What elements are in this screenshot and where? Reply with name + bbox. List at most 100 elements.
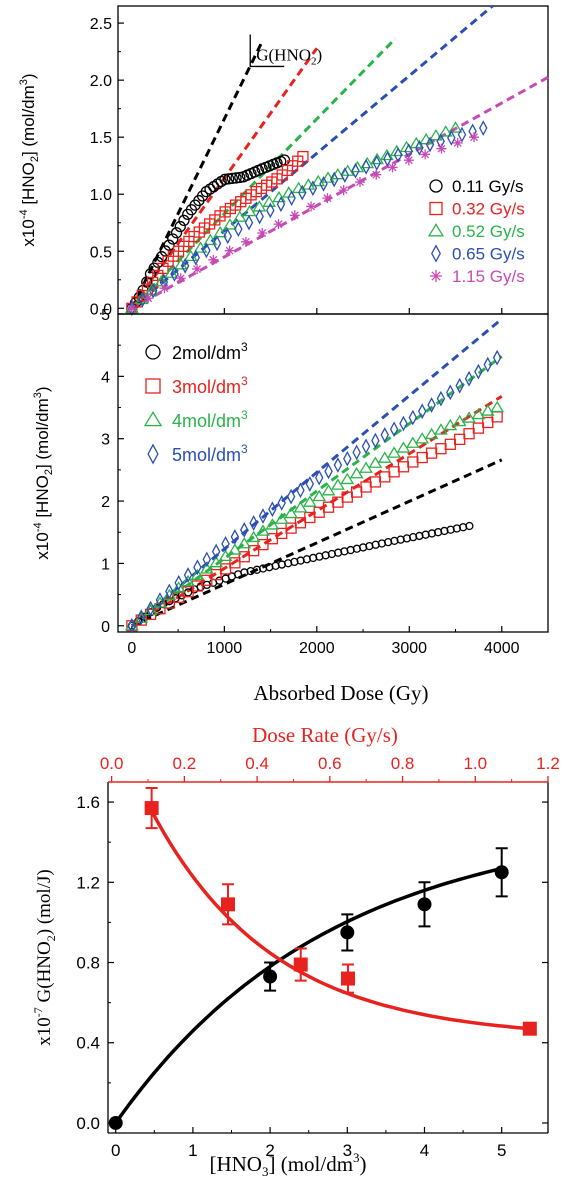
data-point [408, 409, 418, 426]
data-point [219, 563, 232, 575]
x-tick-label: 3000 [391, 640, 427, 657]
data-point [321, 171, 335, 183]
data-point [370, 152, 384, 165]
data-point [371, 432, 380, 449]
data-point [202, 551, 212, 568]
data-point [143, 293, 154, 304]
data-point [229, 557, 241, 569]
data-point [425, 136, 435, 153]
fit-line [130, 42, 263, 309]
y-tick-label: 2.0 [90, 73, 112, 90]
data-point [379, 148, 394, 161]
label-part: -4 [32, 522, 44, 532]
data-point [163, 239, 175, 251]
data-point [274, 512, 289, 524]
data-point [227, 543, 242, 555]
y-tick-label: 0.0 [76, 1114, 100, 1133]
data-point [399, 415, 408, 432]
data-point [247, 545, 260, 557]
data-point [234, 171, 246, 184]
data-point [333, 457, 343, 473]
label-part: ] (mol/dm [268, 1152, 353, 1176]
data-point [361, 438, 371, 455]
y-tick-label: 1.6 [76, 793, 100, 812]
x-axis-label: Absorbed Dose (Gy) [254, 681, 429, 705]
data-point [257, 227, 268, 238]
y-tick-label: 0.0 [90, 301, 112, 318]
series-points [126, 150, 309, 314]
data-point [148, 282, 158, 299]
data-point [266, 202, 275, 219]
data-point [174, 258, 188, 270]
data-point [491, 411, 503, 423]
data-point [393, 147, 403, 163]
data-point [424, 427, 439, 440]
legend-label: 1.15 Gy/s [452, 267, 525, 286]
series-points [108, 847, 509, 1130]
data-point [420, 149, 431, 160]
top-x-axis-label: Dose Rate (Gy/s) [252, 723, 398, 747]
data-point [416, 451, 428, 464]
data-point [351, 162, 360, 179]
y-tick-label: 0 [101, 619, 110, 636]
data-point [457, 126, 467, 143]
label-part: [HNO [33, 475, 52, 522]
label-part: 2mol/dm [172, 343, 241, 363]
x-tick-label: 1 [188, 1141, 197, 1160]
top-x-tick-label: 0.4 [245, 754, 269, 773]
data-point [170, 266, 179, 282]
y-tick-label: 5 [101, 307, 110, 324]
data-point [159, 283, 170, 294]
legend-label: 0.32 Gy/s [452, 200, 525, 219]
data-point [454, 433, 466, 445]
data-point [436, 143, 447, 154]
series-points [126, 132, 480, 314]
data-point [443, 418, 458, 431]
data-point [352, 444, 361, 461]
data-point [425, 447, 438, 459]
fit-curve [114, 865, 506, 1125]
y-tick-label: 0.4 [76, 1034, 100, 1053]
data-point [354, 177, 365, 188]
data-point [174, 220, 186, 233]
y-tick-label: 0.8 [76, 954, 100, 973]
data-point [474, 363, 483, 380]
data-point [171, 581, 186, 593]
data-point [201, 574, 213, 586]
x-tick-label: 0 [111, 1141, 120, 1160]
data-point [464, 370, 474, 387]
data-point [268, 501, 277, 518]
y-tick-label: 1.2 [76, 873, 100, 892]
data-point [249, 515, 258, 531]
data-point [435, 443, 447, 455]
data-point [331, 478, 345, 490]
data-point [407, 456, 419, 468]
label-part: 3 [32, 392, 44, 398]
data-point [312, 489, 327, 502]
data-point [308, 180, 318, 197]
data-point [165, 583, 174, 600]
legend-label: 2mol/dm3 [172, 340, 248, 363]
top-x-tick-label: 0.2 [173, 754, 197, 773]
data-point [155, 592, 165, 608]
data-point [190, 568, 205, 580]
legend-label: 0.52 Gy/s [452, 222, 525, 241]
data-point [305, 476, 315, 492]
data-point [181, 574, 195, 587]
data-point [429, 201, 443, 216]
data-point [289, 210, 300, 221]
data-point [314, 469, 324, 486]
top-x-tick-label: 0.8 [391, 754, 415, 773]
fit-line [130, 4, 494, 310]
data-point [230, 172, 242, 184]
data-point [469, 132, 480, 143]
label-part: 3 [241, 374, 248, 388]
fit-line [130, 317, 503, 627]
label-part: 3mol/dm [172, 377, 241, 397]
data-point [219, 173, 231, 185]
label-part: 5mol/dm [172, 445, 241, 465]
label-part: ) [19, 73, 38, 79]
data-point [452, 137, 463, 148]
data-point [273, 219, 284, 230]
